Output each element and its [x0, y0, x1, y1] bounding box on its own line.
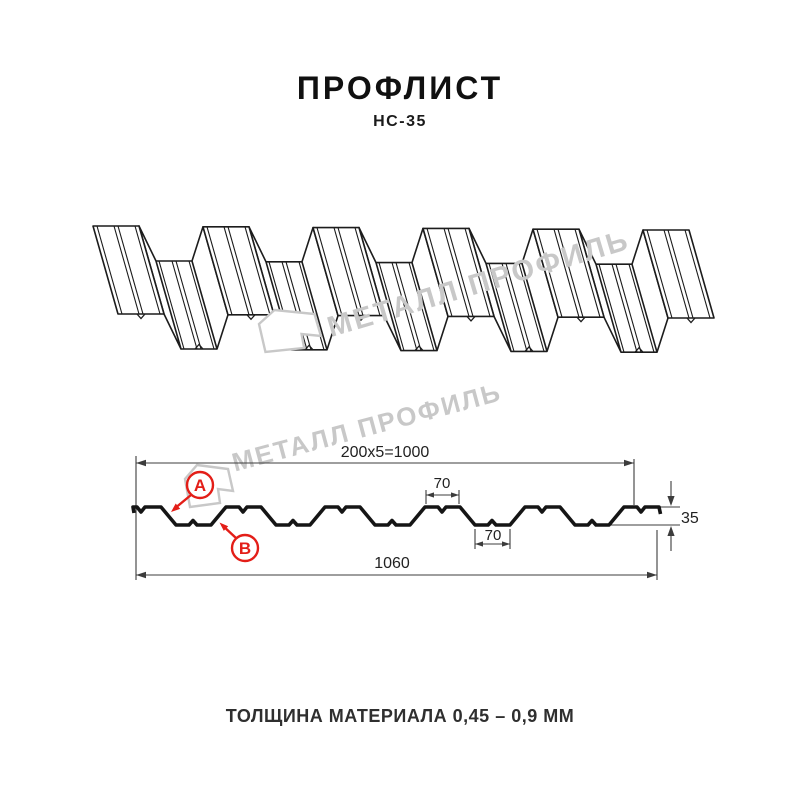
sheet-edge-notches — [136, 313, 696, 353]
dim-total-width: 1060 — [374, 555, 410, 572]
page-title: ПРОФЛИСТ — [296, 70, 504, 106]
material-thickness-note: ТОЛЩИНА МАТЕРИАЛА 0,45 – 0,9 ММ — [225, 706, 575, 726]
dim-height: 35 — [681, 510, 699, 527]
callout-b-circle — [230, 533, 260, 563]
profile-model-label: НС-35 — [373, 113, 427, 130]
callout-a-circle — [185, 470, 215, 500]
dim-working-width: 200x5=1000 — [341, 444, 430, 461]
callout-a-label: A — [194, 476, 206, 495]
sheet-rib-lines — [96, 225, 711, 353]
dimension-arrowheads — [136, 459, 675, 579]
dim-top-flange: 70 — [434, 475, 451, 492]
brand-logo-icon — [259, 310, 321, 352]
callout-arrowheads — [171, 503, 229, 531]
dim-bottom-flange: 70 — [485, 527, 502, 544]
sheet-ridge-faces — [92, 225, 715, 319]
extension-lines — [135, 456, 680, 580]
cross-section-outline — [131, 505, 663, 527]
dimension-lines — [136, 462, 672, 576]
callout-b-label: B — [239, 539, 251, 558]
